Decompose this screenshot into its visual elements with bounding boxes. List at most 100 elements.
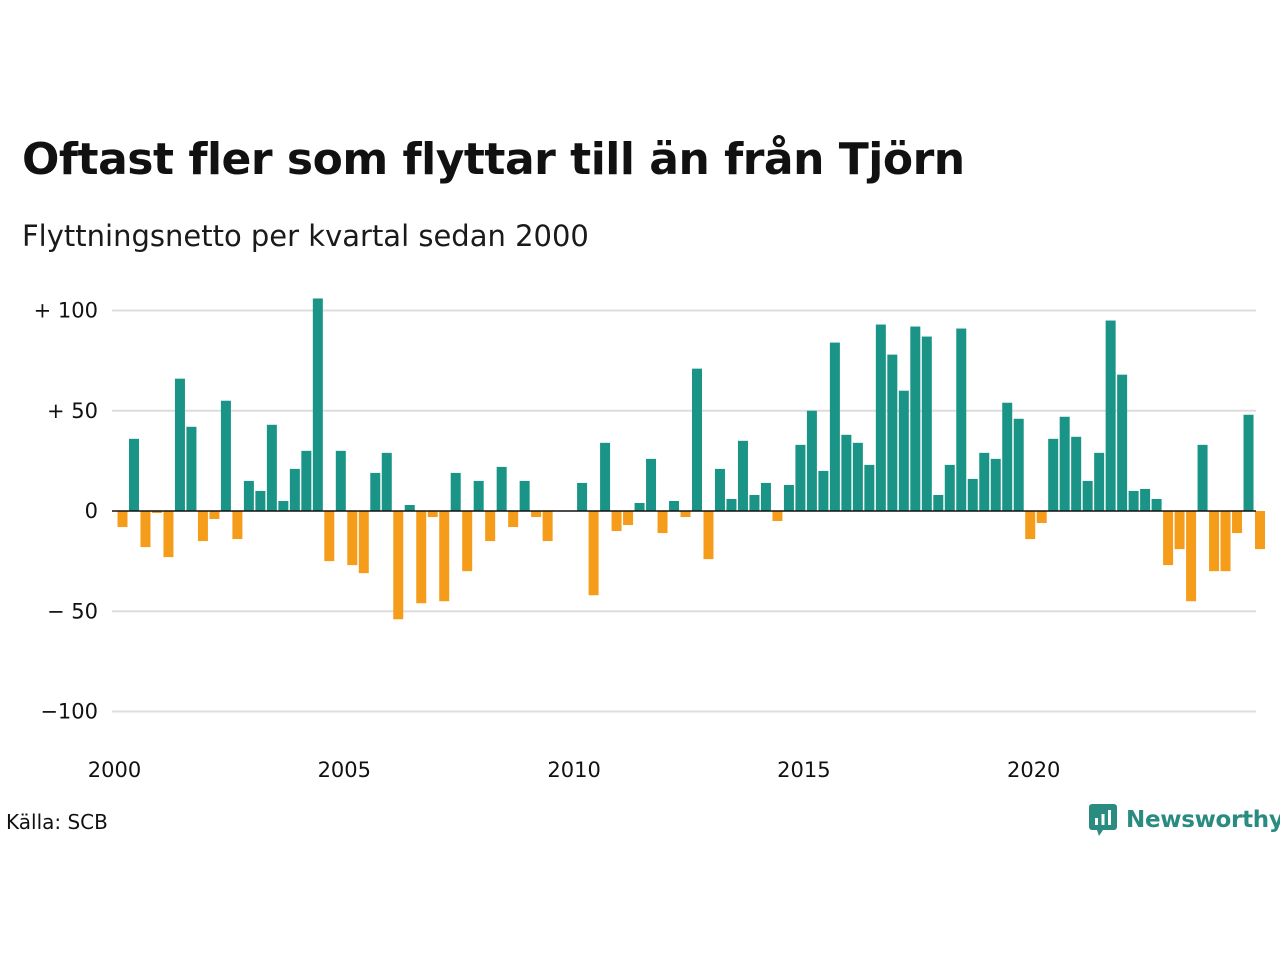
bar xyxy=(163,511,174,558)
bar xyxy=(1163,511,1174,566)
bar xyxy=(1105,320,1116,511)
bar xyxy=(1186,511,1197,602)
bar xyxy=(1094,452,1105,511)
brand-logo[interactable]: Newsworthy xyxy=(1088,803,1280,837)
bar xyxy=(933,494,944,511)
bar xyxy=(209,511,220,520)
y-tick-label: −100 xyxy=(40,700,98,724)
bar xyxy=(151,511,162,513)
bar xyxy=(128,438,139,511)
x-tick-label: 2010 xyxy=(547,758,600,782)
bar xyxy=(875,324,886,511)
bar xyxy=(1013,418,1024,511)
bar xyxy=(312,298,323,511)
newsworthy-logo-icon xyxy=(1089,804,1117,836)
bar xyxy=(611,511,622,532)
brand-name: Newsworthy xyxy=(1126,807,1280,833)
bar xyxy=(439,511,450,602)
bar xyxy=(646,458,657,511)
bar xyxy=(1082,480,1093,511)
bar xyxy=(1117,374,1128,511)
bar xyxy=(600,442,611,511)
bar xyxy=(335,450,346,511)
bar xyxy=(1140,488,1151,511)
y-tick-label: 0 xyxy=(85,499,98,523)
bar xyxy=(1128,490,1139,511)
x-tick-label: 2015 xyxy=(777,758,830,782)
bar xyxy=(243,480,254,511)
bar xyxy=(347,511,358,566)
bar xyxy=(255,490,266,511)
bar xyxy=(404,504,415,511)
bar xyxy=(783,484,794,511)
y-tick-label: + 100 xyxy=(34,299,98,323)
bar xyxy=(979,452,990,511)
bar xyxy=(1048,438,1059,511)
bar xyxy=(634,502,645,511)
x-tick-label: 2020 xyxy=(1007,758,1060,782)
bar xyxy=(669,500,680,511)
bar xyxy=(174,378,185,511)
bar xyxy=(714,468,725,511)
chart-title: Oftast fler som flyttar till än från Tjö… xyxy=(22,134,965,185)
bar xyxy=(393,511,404,620)
y-tick-label: − 50 xyxy=(47,599,98,623)
bar xyxy=(232,511,243,540)
bar xyxy=(416,511,427,604)
bar xyxy=(473,480,484,511)
x-axis-labels: 2000 2005 2010 2015 2020 xyxy=(88,758,1061,782)
bar xyxy=(370,472,381,511)
bar xyxy=(508,511,519,528)
gridlines xyxy=(112,309,1256,713)
bar xyxy=(967,478,978,511)
bar xyxy=(623,511,634,526)
bar xyxy=(450,472,461,511)
bar xyxy=(795,444,806,511)
bar xyxy=(1209,511,1220,572)
bar xyxy=(485,511,496,542)
bar xyxy=(1025,511,1036,540)
bar xyxy=(990,458,1001,511)
bar xyxy=(1002,402,1013,511)
source-note: Källa: SCB xyxy=(6,810,108,834)
bar xyxy=(910,326,921,511)
bar xyxy=(496,466,507,511)
chart-subtitle: Flyttningsnetto per kvartal sedan 2000 xyxy=(22,219,589,253)
bar xyxy=(749,494,760,511)
bar xyxy=(588,511,599,596)
bar-chart: + 100 + 50 0 − 50 −100 2000 2005 2010 2015 2020 xyxy=(34,298,1266,782)
bar xyxy=(841,434,852,511)
bar xyxy=(358,511,369,574)
bar xyxy=(887,354,898,511)
bar xyxy=(289,468,300,511)
bar xyxy=(1059,416,1070,511)
bar xyxy=(381,452,392,511)
x-tick-label: 2005 xyxy=(318,758,371,782)
bar xyxy=(818,470,829,511)
bar xyxy=(1174,511,1185,550)
bar xyxy=(1220,511,1231,572)
bar xyxy=(1036,511,1047,524)
bar xyxy=(772,511,783,522)
bar xyxy=(542,511,553,542)
bar xyxy=(140,511,151,548)
bar xyxy=(692,368,702,511)
bar xyxy=(898,390,909,511)
bar xyxy=(577,482,588,511)
bar xyxy=(703,511,714,560)
bar xyxy=(1243,414,1254,511)
bar xyxy=(726,498,737,511)
bar xyxy=(117,511,128,528)
bar xyxy=(324,511,335,562)
bar xyxy=(220,400,231,511)
y-axis-labels: + 100 + 50 0 − 50 −100 xyxy=(34,299,98,724)
bar xyxy=(519,480,530,511)
bar xyxy=(737,440,748,511)
x-tick-label: 2000 xyxy=(88,758,141,782)
bar xyxy=(197,511,208,542)
bar xyxy=(944,464,955,511)
bar xyxy=(1255,511,1266,550)
bar xyxy=(657,511,668,534)
bar xyxy=(921,336,932,511)
bars xyxy=(112,298,1266,620)
